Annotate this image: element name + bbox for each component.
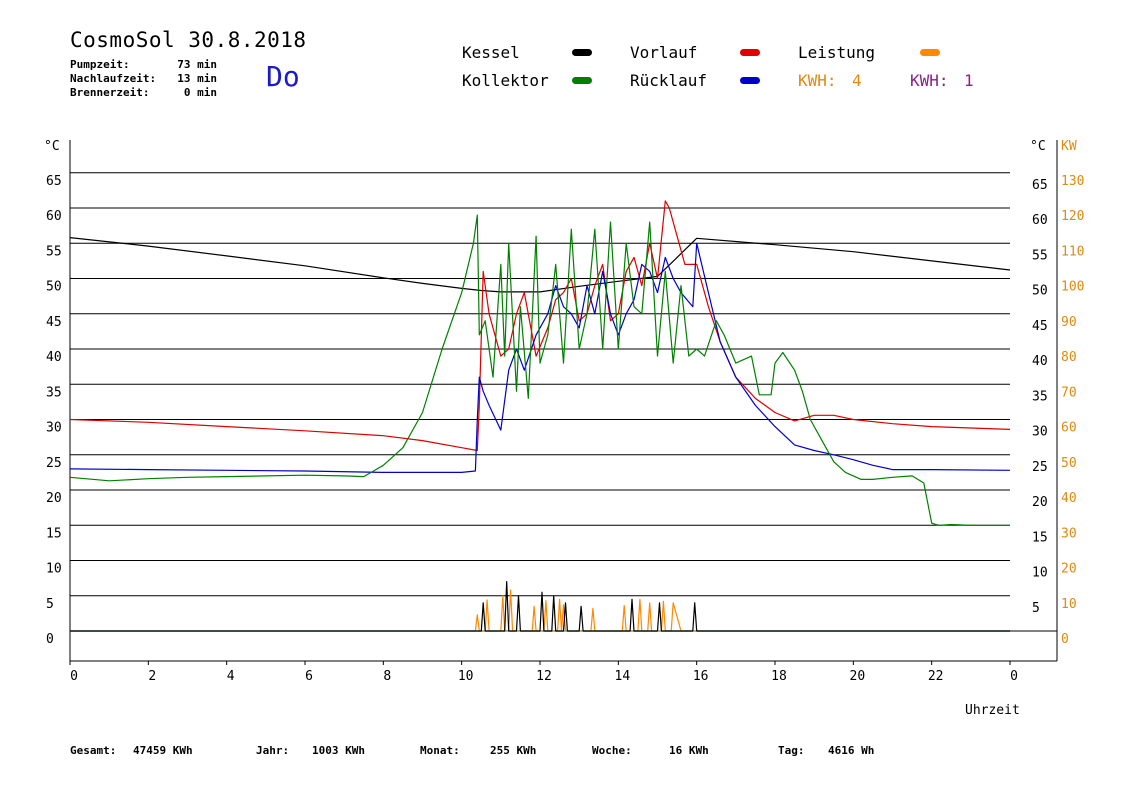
y-tick-left-35: 35 bbox=[46, 385, 62, 400]
x-tick-label-11: 22 bbox=[928, 669, 944, 684]
y-tick-kw-100: 100 bbox=[1061, 280, 1084, 295]
x-tick-label-2: 4 bbox=[227, 669, 235, 684]
y-tick-kw-120: 120 bbox=[1061, 209, 1084, 224]
legend-swatch-kessel bbox=[572, 49, 592, 56]
y-tick-left-65: 65 bbox=[46, 174, 62, 189]
stat-label-brennerzeit: Brennerzeit: bbox=[70, 86, 150, 99]
legend-label-kollektor: Kollektor bbox=[462, 71, 549, 90]
x-tick-label-0: 0 bbox=[70, 669, 78, 684]
y-tick-kw-20: 20 bbox=[1061, 562, 1077, 577]
stat-value-brennerzeit: 0 min bbox=[183, 86, 217, 99]
y-tick-kw-60: 60 bbox=[1061, 421, 1077, 436]
y-tick-left-25: 25 bbox=[46, 456, 62, 471]
y-tick-left-15: 15 bbox=[46, 526, 62, 541]
y-tick-right-45: 45 bbox=[1032, 319, 1048, 334]
y-axis-label-right: °C bbox=[1030, 139, 1046, 154]
kwh-label-2: KWH: bbox=[910, 71, 949, 90]
y-tick-right-35: 35 bbox=[1032, 389, 1048, 404]
x-tick-label-1: 2 bbox=[148, 669, 156, 684]
footer-label-jahr: Jahr: bbox=[256, 744, 290, 757]
footer-label-woche: Woche: bbox=[592, 744, 632, 757]
kwh-value-1: 4 bbox=[852, 71, 862, 90]
legend-swatch-vorlauf bbox=[740, 49, 760, 56]
y-tick-right-20: 20 bbox=[1032, 495, 1048, 510]
footer-value-jahr: 1003 KWh bbox=[312, 744, 365, 757]
legend-label-ruecklauf: Rücklauf bbox=[630, 71, 708, 90]
series-line-kollektor bbox=[69, 214, 1010, 526]
y-tick-left-55: 55 bbox=[46, 244, 62, 259]
y-tick-right-40: 40 bbox=[1032, 354, 1048, 369]
x-tick-label-12: 0 bbox=[1010, 669, 1018, 684]
x-tick-label-8: 16 bbox=[693, 669, 709, 684]
footer-label-monat: Monat: bbox=[420, 744, 460, 757]
y-tick-left-45: 45 bbox=[46, 315, 62, 330]
y-tick-left-60: 60 bbox=[46, 209, 62, 224]
y-tick-left-5: 5 bbox=[46, 597, 54, 612]
y-tick-kw-130: 130 bbox=[1061, 174, 1084, 189]
footer-value-monat: 255 KWh bbox=[490, 744, 537, 757]
weekday-label: Do bbox=[266, 60, 300, 93]
x-tick-label-3: 6 bbox=[305, 669, 313, 684]
y-tick-right-55: 55 bbox=[1032, 248, 1048, 263]
y-tick-right-25: 25 bbox=[1032, 460, 1048, 475]
stat-value-nachlaufzeit: 13 min bbox=[177, 72, 217, 85]
legend-swatch-ruecklauf bbox=[740, 77, 760, 84]
y-tick-kw-10: 10 bbox=[1061, 597, 1077, 612]
y-tick-left-20: 20 bbox=[46, 491, 62, 506]
series-line-pumpe bbox=[70, 580, 1010, 632]
chart-grid bbox=[70, 172, 1010, 597]
y-tick-kw-90: 90 bbox=[1061, 315, 1077, 330]
y-tick-kw-70: 70 bbox=[1061, 385, 1077, 400]
x-tick-label-10: 20 bbox=[850, 669, 866, 684]
y-tick-right-50: 50 bbox=[1032, 284, 1048, 299]
y-tick-right-65: 65 bbox=[1032, 178, 1048, 193]
x-tick-label-7: 14 bbox=[615, 669, 631, 684]
footer-value-gesamt: 47459 KWh bbox=[133, 744, 193, 757]
chart-series bbox=[69, 200, 1011, 632]
footer-value-tag: 4616 Wh bbox=[828, 744, 875, 757]
legend-label-leistung: Leistung bbox=[798, 43, 876, 62]
y-axis-label-left: °C bbox=[44, 139, 60, 154]
legend-label-kessel: Kessel bbox=[462, 43, 520, 62]
stat-label-pumpzeit: Pumpzeit: bbox=[70, 58, 130, 71]
x-tick-label-9: 18 bbox=[771, 669, 787, 684]
footer-label-tag: Tag: bbox=[778, 744, 805, 757]
x-tick-label-6: 12 bbox=[536, 669, 552, 684]
y-tick-right-5: 5 bbox=[1032, 601, 1040, 616]
x-tick-label-5: 10 bbox=[458, 669, 474, 684]
y-tick-left-50: 50 bbox=[46, 280, 62, 295]
y-tick-right-30: 30 bbox=[1032, 425, 1048, 440]
footer-value-woche: 16 KWh bbox=[669, 744, 709, 757]
chart-ticks: 0 2 4 6 8 10 12 14 16 18 20 22 005101520253035404550… bbox=[46, 174, 1084, 684]
series-line-kessel bbox=[69, 237, 1011, 293]
y-axis-label-kw: KW bbox=[1061, 139, 1077, 154]
x-tick-label-4: 8 bbox=[383, 669, 391, 684]
kwh-value-2: 1 bbox=[964, 71, 974, 90]
stat-label-nachlaufzeit: Nachlaufzeit: bbox=[70, 72, 157, 85]
y-tick-left-0: 0 bbox=[46, 632, 54, 647]
y-tick-kw-50: 50 bbox=[1061, 456, 1077, 471]
y-tick-left-10: 10 bbox=[46, 562, 62, 577]
stat-value-pumpzeit: 73 min bbox=[177, 58, 217, 71]
legend-label-vorlauf: Vorlauf bbox=[630, 43, 698, 62]
y-tick-right-60: 60 bbox=[1032, 213, 1048, 228]
series-line-vorlauf bbox=[69, 200, 1011, 452]
kwh-label-1: KWH: bbox=[798, 71, 837, 90]
legend-swatch-leistung bbox=[920, 49, 940, 56]
y-tick-right-15: 15 bbox=[1032, 530, 1048, 545]
legend-swatch-kollektor bbox=[572, 77, 592, 84]
y-tick-kw-80: 80 bbox=[1061, 350, 1077, 365]
chart-axes bbox=[69, 140, 1058, 665]
y-tick-left-40: 40 bbox=[46, 350, 62, 365]
footer-label-gesamt: Gesamt: bbox=[70, 744, 117, 757]
x-axis-label: Uhrzeit bbox=[965, 703, 1020, 718]
chart-title: CosmoSol 30.8.2018 bbox=[70, 28, 307, 52]
y-tick-kw-30: 30 bbox=[1061, 526, 1077, 541]
y-tick-kw-40: 40 bbox=[1061, 491, 1077, 506]
y-tick-right-10: 10 bbox=[1032, 566, 1048, 581]
y-tick-kw-110: 110 bbox=[1061, 244, 1084, 259]
y-tick-kw-0: 0 bbox=[1061, 632, 1069, 647]
y-tick-left-30: 30 bbox=[46, 421, 62, 436]
